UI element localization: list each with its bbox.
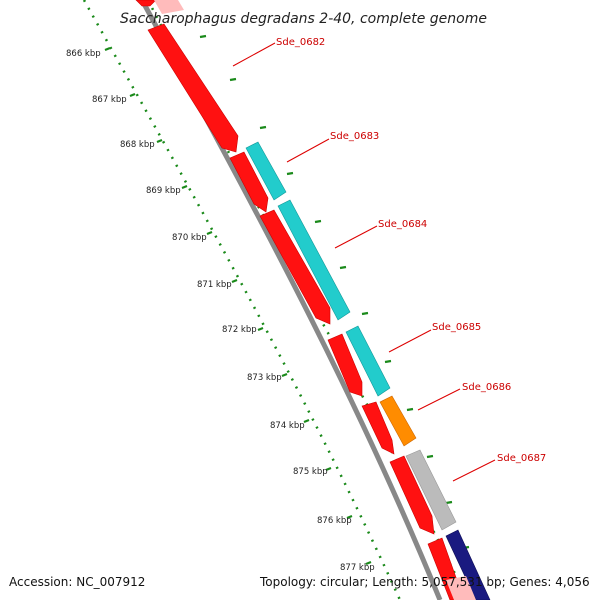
tick-label: 869 kbp bbox=[146, 186, 181, 196]
gene-label-group: Sde_0682 Sde_0683 Sde_0684 Sde_0685 Sde_… bbox=[276, 37, 546, 464]
tick-label: 877 kbp bbox=[340, 563, 375, 573]
cds-arrow bbox=[147, 23, 239, 153]
cds-arrow bbox=[229, 151, 269, 213]
gene-label[interactable]: Sde_0685 bbox=[432, 322, 481, 333]
inner-scale-ticks bbox=[104, 46, 372, 566]
gene-label[interactable]: Sde_0687 bbox=[497, 453, 546, 464]
tick-label: 868 kbp bbox=[120, 140, 155, 150]
cds-arrow bbox=[154, 0, 184, 14]
accession-text: Accession: NC_007912 bbox=[9, 575, 146, 589]
cyan-feature bbox=[245, 141, 287, 201]
cds-arrow bbox=[446, 576, 476, 600]
tick-label: 873 kbp bbox=[247, 373, 282, 383]
tick-label: 866 kbp bbox=[66, 49, 101, 59]
tick-label: 876 kbp bbox=[317, 516, 352, 526]
cds-arrow bbox=[327, 333, 363, 397]
gene-label[interactable]: Sde_0683 bbox=[330, 131, 379, 142]
cds-arrow bbox=[389, 455, 435, 535]
map-title: Saccharophagus degradans 2-40, complete … bbox=[120, 11, 487, 27]
gene-label[interactable]: Sde_0682 bbox=[276, 37, 325, 48]
orange-feature bbox=[379, 395, 417, 447]
grey-feature bbox=[405, 449, 457, 531]
tick-label: 872 kbp bbox=[222, 325, 257, 335]
tick-label: 867 kbp bbox=[92, 95, 127, 105]
cds-arrow bbox=[135, 0, 157, 7]
tick-label: 870 kbp bbox=[172, 233, 207, 243]
outer-scale-ticks bbox=[199, 34, 470, 550]
tick-label: 871 kbp bbox=[197, 280, 232, 290]
inner-scale-dotted bbox=[82, 0, 402, 600]
genome-summary-text: Topology: circular; Length: 5,057,531 bp… bbox=[260, 575, 590, 589]
cyan-feature bbox=[277, 199, 351, 321]
cds-arrow bbox=[259, 209, 331, 325]
tick-label: 875 kbp bbox=[293, 467, 328, 477]
gene-label[interactable]: Sde_0686 bbox=[462, 382, 511, 393]
tick-label: 874 kbp bbox=[270, 421, 305, 431]
cyan-feature bbox=[345, 325, 391, 397]
gene-label-lines bbox=[232, 42, 496, 482]
forward-strand-features bbox=[154, 0, 491, 600]
gene-label[interactable]: Sde_0684 bbox=[378, 219, 427, 230]
tick-label-group: 866 kbp 867 kbp 868 kbp 869 kbp 870 kbp … bbox=[66, 49, 375, 573]
cds-arrow bbox=[361, 401, 395, 455]
